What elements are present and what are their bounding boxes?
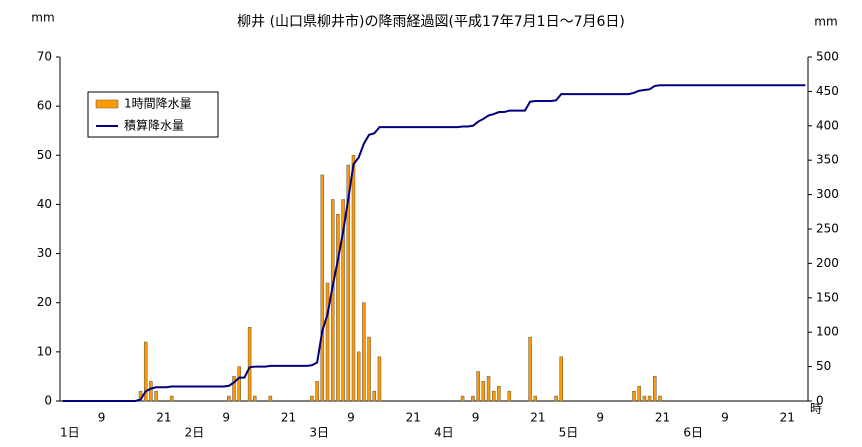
bar bbox=[143, 341, 148, 402]
line bbox=[62, 84, 806, 402]
legend-swatch bbox=[95, 99, 119, 109]
bar bbox=[460, 395, 465, 402]
bar bbox=[362, 302, 366, 402]
y2-tick-label: 300 bbox=[816, 187, 839, 201]
bar bbox=[336, 214, 340, 402]
bar bbox=[637, 386, 641, 402]
x-tick-label: 9 bbox=[347, 411, 355, 425]
y-tick-label: 30 bbox=[37, 246, 52, 260]
x-tick-label: 21 bbox=[780, 411, 795, 425]
bar bbox=[330, 199, 335, 402]
x-tick-label: 9 bbox=[222, 411, 230, 425]
x-tick-label: 9 bbox=[596, 411, 604, 425]
bar bbox=[341, 199, 345, 402]
bar bbox=[658, 395, 662, 402]
x-tick-label: 21 bbox=[655, 411, 670, 425]
y-tick-label: 20 bbox=[37, 295, 52, 309]
bar bbox=[310, 395, 314, 402]
bar bbox=[356, 351, 361, 402]
x-axis-unit: 時 bbox=[810, 402, 822, 416]
y2-tick-label: 400 bbox=[816, 118, 839, 132]
y-tick-label: 70 bbox=[37, 50, 52, 64]
bar bbox=[632, 390, 636, 402]
x-tick-label: 9 bbox=[98, 411, 106, 425]
legend-label: 1時間降水量 bbox=[124, 97, 192, 111]
chart-title: 柳井 (山口県柳井市)の降雨経過図(平成17年7月1日～7月6日) bbox=[237, 13, 625, 30]
x-group-label: 6日 bbox=[683, 426, 703, 440]
y-tick-label: 60 bbox=[37, 99, 52, 113]
x-group-label: 1日 bbox=[60, 426, 80, 440]
bar bbox=[642, 395, 647, 402]
legend bbox=[87, 91, 219, 138]
bar bbox=[325, 282, 330, 402]
bar bbox=[559, 356, 564, 402]
bar bbox=[653, 376, 657, 402]
x-group-label: 4日 bbox=[434, 426, 454, 440]
bar bbox=[232, 376, 236, 402]
bar bbox=[154, 390, 158, 402]
bar bbox=[268, 395, 273, 402]
y-tick-label: 40 bbox=[37, 197, 52, 211]
bar bbox=[169, 395, 174, 402]
bar bbox=[227, 395, 231, 402]
bar bbox=[315, 381, 319, 402]
x-tick-label: 21 bbox=[156, 411, 171, 425]
bar bbox=[372, 390, 377, 402]
bar bbox=[507, 390, 512, 402]
y2-tick-label: 200 bbox=[816, 256, 839, 270]
x-group-label: 3日 bbox=[309, 426, 329, 440]
y2-tick-label: 150 bbox=[816, 290, 839, 304]
y2-tick-label: 50 bbox=[816, 359, 831, 373]
y2-tick-label: 100 bbox=[816, 325, 839, 339]
bar bbox=[320, 174, 325, 402]
bar bbox=[149, 381, 153, 402]
x-group-label: 2日 bbox=[185, 426, 205, 440]
y2-tick-label: 350 bbox=[816, 153, 839, 167]
y2-tick-label: 450 bbox=[816, 84, 839, 98]
x-tick-label: 21 bbox=[406, 411, 421, 425]
y-tick-label: 0 bbox=[44, 394, 52, 408]
bar bbox=[247, 327, 252, 402]
bar bbox=[237, 366, 241, 402]
y2-tick-label: 500 bbox=[816, 50, 839, 64]
bar bbox=[497, 386, 501, 402]
x-tick-label: 21 bbox=[530, 411, 545, 425]
y-tick-label: 10 bbox=[37, 344, 52, 358]
bar bbox=[351, 155, 356, 402]
bar bbox=[533, 395, 538, 402]
y2-tick-label: 0 bbox=[816, 394, 824, 408]
bar bbox=[253, 395, 257, 402]
y-axis-unit: mm bbox=[31, 11, 54, 25]
bar bbox=[486, 376, 491, 402]
bar bbox=[346, 164, 351, 402]
bar bbox=[481, 381, 486, 402]
bar bbox=[491, 390, 496, 402]
y2-axis-unit: mm bbox=[814, 15, 837, 29]
bar bbox=[647, 395, 652, 402]
x-tick-label: 9 bbox=[472, 411, 480, 425]
y-tick-label: 50 bbox=[37, 148, 52, 162]
y2-tick-label: 250 bbox=[816, 222, 839, 236]
bar bbox=[367, 336, 371, 402]
bar bbox=[528, 336, 532, 402]
x-tick-label: 21 bbox=[281, 411, 296, 425]
bar bbox=[377, 356, 382, 402]
bar bbox=[471, 395, 475, 402]
x-group-label: 5日 bbox=[559, 426, 579, 440]
legend-label: 積算降水量 bbox=[124, 118, 184, 133]
bar bbox=[554, 395, 558, 402]
x-tick-label: 9 bbox=[721, 411, 729, 425]
bar bbox=[476, 371, 480, 402]
